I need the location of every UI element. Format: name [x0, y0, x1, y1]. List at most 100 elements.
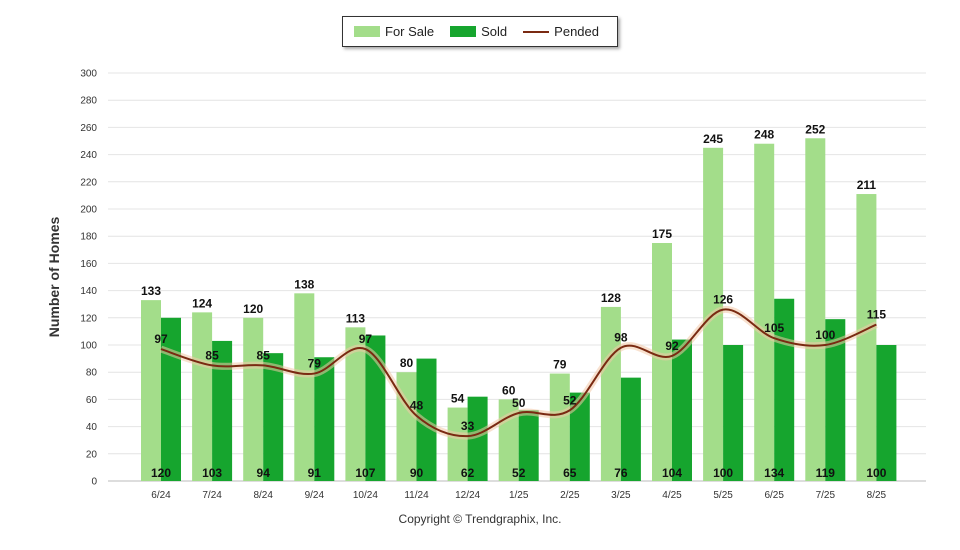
y-tick-label: 80 [86, 368, 98, 379]
legend: For Sale Sold Pended [342, 16, 618, 47]
y-tick-label: 240 [80, 150, 97, 161]
sold-bar [620, 377, 641, 481]
legend-item-pended: Pended [523, 24, 599, 39]
pended-value-label: 97 [154, 332, 168, 346]
pended-value-label: 50 [512, 396, 526, 410]
for-sale-value-label: 175 [652, 227, 672, 241]
for-sale-swatch [354, 26, 380, 37]
legend-item-for-sale: For Sale [354, 24, 434, 39]
for-sale-value-label: 120 [243, 302, 263, 316]
for-sale-bar [345, 327, 366, 481]
sold-value-label: 65 [563, 466, 577, 480]
pended-value-label: 85 [257, 348, 271, 362]
sold-value-label: 119 [816, 466, 836, 480]
for-sale-bar [549, 373, 570, 481]
pended-line-path [160, 308, 877, 438]
sold-value-label: 94 [257, 466, 271, 480]
pended-value-label: 52 [563, 393, 577, 407]
for-sale-value-label: 138 [294, 277, 314, 291]
for-sale-value-label: 113 [346, 311, 366, 325]
x-tick-label: 1/25 [509, 490, 529, 501]
y-tick-label: 220 [80, 177, 97, 188]
x-tick-label: 3/25 [611, 490, 631, 501]
x-tick-label: 9/24 [305, 490, 325, 501]
x-tick-label: 11/24 [404, 490, 429, 501]
sold-bar [723, 345, 744, 481]
pended-value-label: 92 [665, 339, 679, 353]
pended-line [159, 306, 878, 440]
sold-value-label: 90 [410, 466, 424, 480]
sold-value-label: 103 [202, 466, 222, 480]
for-sale-bar [447, 407, 468, 481]
for-sale-value-label: 128 [601, 291, 621, 305]
for-sale-bar [805, 138, 826, 481]
x-tick-label: 10/24 [353, 490, 378, 501]
for-sale-bar [294, 293, 315, 481]
sold-bar [365, 335, 386, 481]
sold-value-label: 100 [713, 466, 733, 480]
for-sale-bar [856, 194, 877, 482]
x-tick-label: 2/25 [560, 490, 580, 501]
y-tick-label: 0 [91, 477, 97, 488]
sold-value-label: 100 [866, 466, 886, 480]
for-sale-bar [243, 317, 264, 481]
sold-value-label: 76 [614, 466, 628, 480]
y-tick-label: 140 [80, 286, 97, 297]
sold-bar [672, 339, 692, 481]
data-labels: 133 120 124 103 120 94 138 91 113 107 80 90 54 62 60 52… [141, 122, 887, 480]
sold-bar [212, 340, 233, 481]
sold-value-label: 62 [461, 466, 475, 480]
x-tick-label: 8/24 [253, 490, 273, 501]
y-tick-label: 120 [80, 313, 97, 324]
legend-label-pended: Pended [554, 24, 599, 39]
sold-value-label: 52 [512, 466, 526, 480]
x-tick-label: 6/24 [151, 490, 171, 501]
copyright-text: Copyright © Trendgraphix, Inc. [398, 512, 562, 526]
pended-swatch [523, 30, 550, 33]
y-tick-label: 60 [86, 395, 98, 406]
pended-value-label: 126 [713, 293, 733, 307]
for-sale-bar [192, 312, 213, 481]
sold-bar [263, 353, 284, 481]
y-tick-label: 300 [80, 69, 97, 80]
sold-value-label: 104 [662, 466, 682, 480]
for-sale-bar [652, 243, 672, 481]
for-sale-value-label: 211 [857, 178, 877, 192]
x-tick-label: 7/25 [816, 490, 836, 501]
sold-bar [467, 396, 488, 481]
for-sale-value-label: 79 [553, 358, 567, 372]
for-sale-value-label: 124 [192, 296, 212, 310]
y-tick-label: 100 [80, 341, 97, 352]
sold-swatch [450, 26, 477, 37]
y-tick-label: 180 [80, 232, 97, 243]
sold-bar [161, 317, 181, 481]
y-tick-label: 260 [80, 123, 97, 134]
x-tick-label: 8/25 [867, 490, 887, 501]
pended-value-label: 97 [359, 332, 373, 346]
pended-value-label: 98 [614, 331, 628, 345]
sold-bar [825, 319, 846, 481]
pended-value-label: 79 [308, 357, 322, 371]
sold-value-label: 91 [308, 466, 322, 480]
sold-bar [569, 392, 590, 481]
y-tick-label: 20 [86, 449, 98, 460]
for-sale-bar [141, 300, 161, 481]
x-tick-label: 5/25 [713, 490, 733, 501]
pended-value-label: 48 [410, 399, 424, 413]
pended-value-label: 85 [205, 348, 219, 362]
for-sale-value-label: 245 [703, 132, 723, 146]
legend-label-sold: Sold [481, 24, 508, 39]
pended-value-label: 100 [815, 328, 835, 342]
y-axis-ticks: 0 20 40 60 80 100 120 140 160 180 200 220 240 260 280 3… [80, 69, 97, 488]
legend-label-for-sale: For Sale [385, 24, 435, 39]
for-sale-value-label: 248 [754, 128, 774, 142]
y-tick-label: 40 [86, 422, 98, 433]
for-sale-bar [754, 143, 775, 481]
for-sale-value-label: 60 [502, 383, 516, 397]
for-sale-value-label: 133 [141, 284, 161, 298]
sold-bar [876, 345, 897, 481]
pended-value-label: 115 [867, 308, 887, 322]
sold-value-label: 134 [764, 466, 784, 480]
for-sale-value-label: 80 [400, 356, 414, 370]
